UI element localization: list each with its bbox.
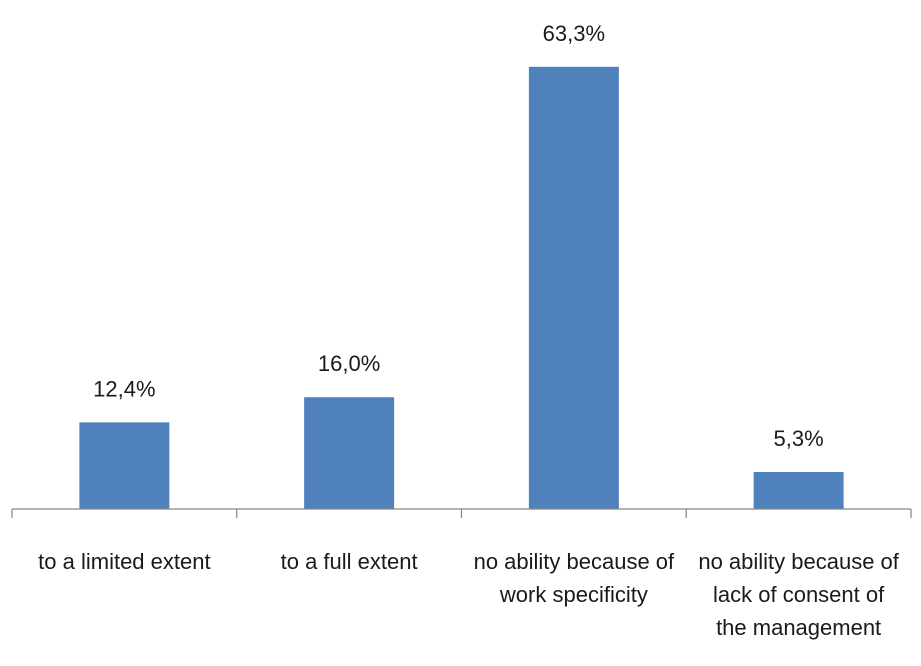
x-tick-label: no ability because of lack of consent of t… [698,549,899,640]
data-label: 63,3% [543,21,605,46]
data-label: 5,3% [774,426,824,451]
bar [753,471,844,509]
x-tick-label-line: no ability because of [698,549,899,574]
x-tick-label: to a full extent [281,549,418,574]
x-axis [11,508,912,518]
x-tick-label-line: work specificity [499,582,648,607]
data-label: 12,4% [93,376,155,401]
x-tick-label: no ability because of work specificity [474,549,675,607]
bars [79,66,844,509]
data-labels: 12,4% 16,0% 63,3% 5,3% [93,21,824,451]
bar [528,66,619,509]
bar [304,397,395,509]
x-tick-label-line: no ability because of [474,549,675,574]
x-tick-label-line: lack of consent of [713,582,885,607]
x-tick-labels: to a limited extent to a full extent no ab… [38,549,900,640]
x-tick-label-line: to a full extent [281,549,418,574]
x-tick-label: to a limited extent [38,549,210,574]
data-label: 16,0% [318,351,380,376]
bar [79,422,170,509]
x-tick-label-line: the management [716,615,881,640]
x-tick-label-line: to a limited extent [38,549,210,574]
